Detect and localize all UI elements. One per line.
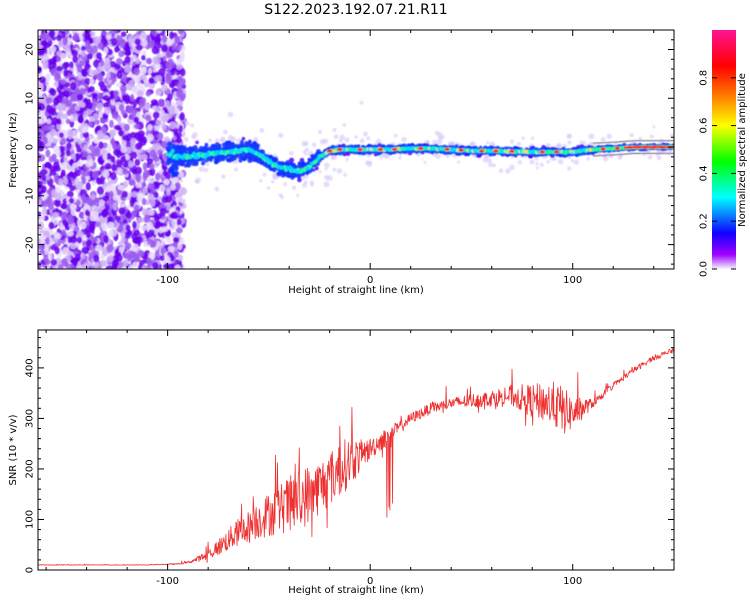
snr-panel: -100 0 100 0 100 200 300 400 Height of straigh… <box>8 329 675 596</box>
snr-series-line <box>38 347 674 566</box>
spectrogram-heat <box>38 30 674 269</box>
snr-y-tick-label: 200 <box>25 459 36 478</box>
colorbar-ticks: 0.0 0.2 0.4 0.6 0.8 <box>699 70 736 277</box>
snr-x-ticks: -100 0 100 <box>45 330 655 587</box>
colorbar-gradient <box>712 30 736 269</box>
figure-title: S122.2023.192.07.21.R11 <box>264 2 447 18</box>
snr-frame <box>37 329 675 571</box>
snr-y-tick-label: 400 <box>25 358 36 377</box>
snr-y-tick-label: 300 <box>25 409 36 428</box>
colorbar-tick-label: 0.8 <box>699 70 710 86</box>
snr-y-ticks: 0 100 200 300 400 <box>25 337 674 573</box>
snr-x-label: Height of straight line (km) <box>288 585 424 596</box>
snr-x-tick-label: 100 <box>563 576 582 587</box>
spectrogram-y-tick-label: 0 <box>25 144 36 150</box>
colorbar-tick-label: 0.2 <box>699 213 710 229</box>
spectrogram-frame <box>37 29 675 270</box>
snr-y-tick-label: 100 <box>25 510 36 529</box>
spectrogram-y-tick-label: -10 <box>25 188 36 204</box>
colorbar-label: Normalized spectral amplitude <box>737 73 748 227</box>
snr-x-tick-label: 0 <box>367 576 373 587</box>
spectrogram-x-label: Height of straight line (km) <box>288 285 424 296</box>
snr-x-tick-label: -100 <box>156 576 179 587</box>
spectrogram-x-ticks: -100 0 100 <box>45 30 655 286</box>
spectrogram-x-tick-label: 100 <box>563 275 582 286</box>
spectrogram-y-tick-label: -20 <box>25 236 36 252</box>
colorbar-tick-label: 0.6 <box>699 118 710 134</box>
spectrogram-y-tick-label: 10 <box>25 92 36 105</box>
snr-y-tick-label: 0 <box>25 567 36 573</box>
spectrogram-x-tick-label: 0 <box>367 275 373 286</box>
spectrogram-y-label: Frequency (Hz) <box>8 112 19 188</box>
snr-y-label: SNR (10 * v/v) <box>8 414 19 485</box>
colorbar-tick-label: 0.0 <box>699 261 710 277</box>
colorbar-tick-label: 0.4 <box>699 165 710 181</box>
colorbar: 0.0 0.2 0.4 0.6 0.8 Normalized spectral ampl… <box>699 30 748 277</box>
spectrogram-y-tick-label: 20 <box>25 43 36 56</box>
spectrogram-x-tick-label: -100 <box>156 275 179 286</box>
spectrogram-y-ticks: -20 -10 0 10 20 <box>25 29 674 265</box>
